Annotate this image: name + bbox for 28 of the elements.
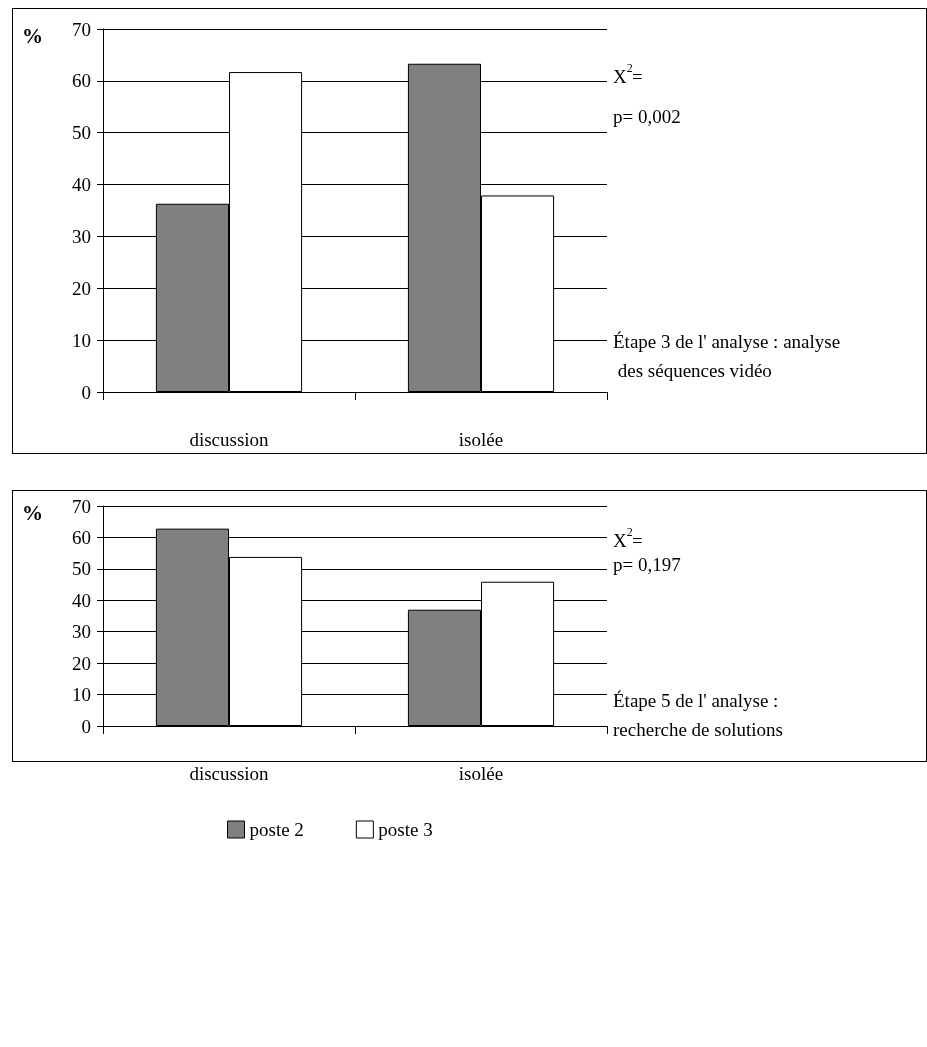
y-tick-label: 10 bbox=[72, 684, 91, 706]
y-tick-label: 10 bbox=[72, 329, 91, 351]
y-tick-label: 70 bbox=[72, 495, 91, 517]
y-tick-label: 50 bbox=[72, 122, 91, 144]
y-tick-label: 50 bbox=[72, 558, 91, 580]
y-tick-label: 70 bbox=[72, 18, 91, 40]
x-tick-label: discussion bbox=[189, 429, 270, 450]
text: Étape 3 de l' analyse : analyse des séquences vidéo bbox=[613, 330, 841, 381]
y-tick-label: 30 bbox=[72, 621, 91, 643]
y-tick-label: 60 bbox=[72, 526, 91, 548]
x-tick-label: discussion bbox=[189, 763, 270, 784]
y-tick-label: 40 bbox=[72, 174, 91, 196]
x-tick-label: isolée bbox=[458, 763, 504, 784]
x-tick-label: isolée bbox=[458, 429, 504, 450]
y-tick-label: 0 bbox=[81, 715, 91, 737]
y-tick-label: 40 bbox=[72, 589, 91, 611]
text: p= 0,197 bbox=[613, 554, 681, 575]
y-tick-label: 60 bbox=[72, 70, 91, 92]
y-axis-title: % bbox=[22, 500, 43, 525]
legend-label: poste 3 bbox=[378, 819, 433, 840]
y-axis-title: % bbox=[22, 23, 43, 48]
y-tick-label: 20 bbox=[72, 277, 91, 299]
legend-label: poste 2 bbox=[249, 819, 304, 840]
text: p= 0,002 bbox=[613, 105, 681, 127]
y-tick-label: 30 bbox=[72, 225, 91, 247]
text: Étape 5 de l' analyse : recherche de solutions bbox=[613, 690, 784, 741]
y-tick-label: 20 bbox=[72, 652, 91, 674]
y-tick-label: 0 bbox=[81, 381, 91, 403]
